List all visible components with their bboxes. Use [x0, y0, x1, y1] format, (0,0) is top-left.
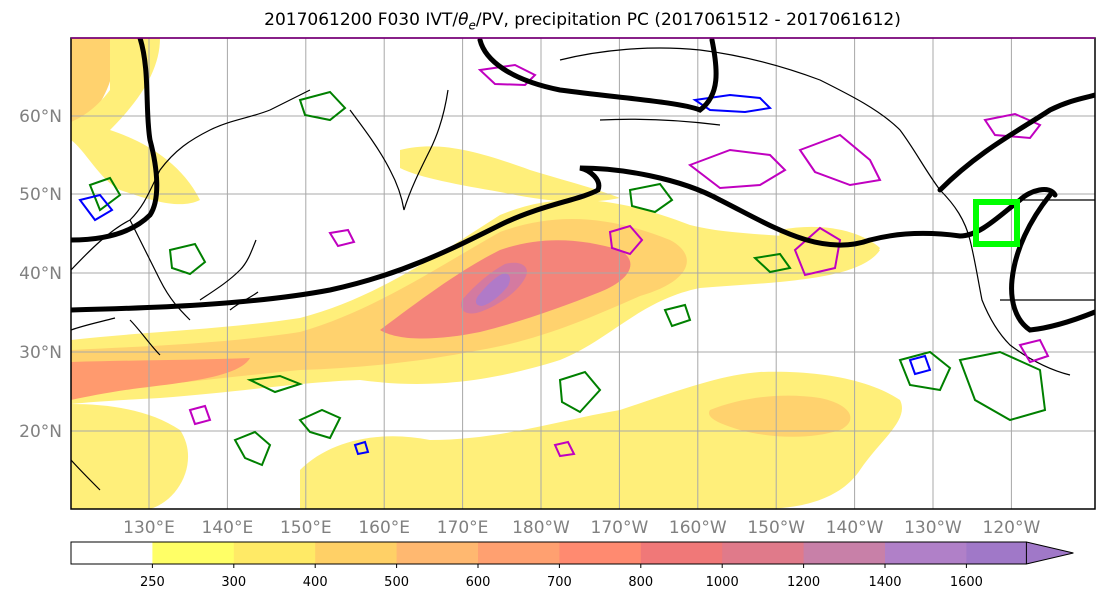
- colorbar-label: 300: [221, 575, 246, 590]
- contour-green-4: [898, 350, 952, 392]
- longitude-label: 160°W: [669, 518, 727, 538]
- ivt-plume-core: [71, 358, 250, 400]
- contour-magenta-9: [188, 404, 212, 426]
- ivt-south-band-inner: [709, 395, 851, 437]
- contour-green-7: [168, 242, 207, 276]
- colorbar-label: 800: [628, 575, 653, 590]
- colorbar-label: 1000: [706, 575, 739, 590]
- contour-green-8: [628, 182, 674, 214]
- title-theta: θ: [458, 10, 469, 30]
- contour-green-12: [663, 303, 692, 328]
- map-area: [71, 38, 1095, 509]
- colorbar-segment: [640, 542, 723, 564]
- contour-blue-4: [353, 440, 370, 456]
- contour-magenta-8: [328, 228, 356, 248]
- contour-green-11: [88, 176, 122, 212]
- longitude-label: 130°W: [904, 518, 962, 538]
- colorbar-segment: [803, 542, 886, 564]
- contour-magenta-10: [553, 440, 576, 458]
- contour-green-9: [752, 252, 792, 274]
- pv-contour-main: [71, 165, 1058, 313]
- colorbar-extend-arrow: [1025, 541, 1074, 565]
- target-region-box: [973, 199, 1020, 247]
- longitude-label: 180°W: [512, 518, 570, 538]
- ivt-sw-corner: [71, 404, 189, 509]
- contour-magenta-3: [798, 133, 882, 187]
- pv-contour-east: [937, 92, 1095, 193]
- title-suffix: /PV, precipitation PC (2017061512 - 2017…: [475, 10, 901, 30]
- colorbar-segment: [71, 542, 153, 564]
- ivt-shading: [71, 38, 902, 509]
- contour-green-5: [958, 350, 1047, 422]
- longitude-label: 150°W: [747, 518, 805, 538]
- colorbar-label: 600: [466, 575, 491, 590]
- colorbar-label: 1200: [787, 575, 820, 590]
- colorbar-label: 500: [384, 575, 409, 590]
- contour-green-3: [558, 370, 602, 414]
- colorbar-label: 700: [547, 575, 572, 590]
- ivt-plume-peak: [475, 273, 510, 306]
- theta-e-contours: [78, 63, 1050, 467]
- longitude-label: 130°E: [123, 518, 175, 538]
- coast-north-america: [939, 189, 1071, 376]
- title-prefix: 2017061200 F030 IVT/: [264, 10, 459, 30]
- contour-green-1: [233, 430, 272, 467]
- contour-blue-2: [78, 193, 114, 222]
- contour-green-10: [246, 374, 303, 394]
- longitude-labels: 130°E 140°E 150°E 160°E 170°E 180°W 170°W 160°W…: [123, 518, 1040, 538]
- colorbar-segment: [396, 542, 479, 564]
- latitude-label: 30°N: [19, 343, 62, 363]
- longitude-label: 170°W: [591, 518, 649, 538]
- contour-blue-1: [692, 93, 773, 114]
- contour-magenta-2: [687, 148, 787, 190]
- longitude-label: 170°E: [437, 518, 489, 538]
- pv-contour-se: [1009, 192, 1095, 333]
- coastlines: [71, 47, 1095, 491]
- contour-magenta-4: [793, 226, 842, 277]
- contour-magenta-5: [608, 224, 644, 256]
- colorbar-segment: [315, 542, 398, 564]
- figure-title: 2017061200 F030 IVT/θe/PV, precipitation…: [0, 10, 1105, 32]
- colorbar-frame: [70, 541, 1027, 565]
- ivt-nw-corner: [71, 38, 115, 122]
- colorbar-label: 250: [140, 575, 165, 590]
- colorbar-segment: [233, 542, 316, 564]
- colorbar-segment: [722, 542, 805, 564]
- longitude-label: 150°E: [280, 518, 332, 538]
- contour-green-2: [298, 408, 342, 440]
- colorbar-label: 1400: [868, 575, 901, 590]
- colorbar-segment: [559, 542, 642, 564]
- longitude-label: 140°E: [202, 518, 254, 538]
- coast-philippines: [71, 459, 101, 491]
- pv-contour-west: [71, 38, 160, 243]
- longitude-label: 140°W: [826, 518, 884, 538]
- latitude-labels: 20°N 30°N 40°N 50°N 60°N: [19, 107, 62, 442]
- contour-blue-3: [908, 354, 932, 376]
- coast-kamchatka: [349, 89, 449, 211]
- longitude-label: 160°E: [358, 518, 410, 538]
- coast-east-asia: [71, 89, 311, 356]
- ivt-north-band: [400, 146, 620, 202]
- colorbar: 250 300 400 500 600 700 800 1000 1200 1400 1600: [70, 541, 1074, 590]
- latitude-label: 20°N: [19, 422, 62, 442]
- title-theta-sub: e: [468, 18, 476, 33]
- longitude-label: 120°W: [983, 518, 1041, 538]
- contour-magenta-7: [1018, 338, 1050, 364]
- colorbar-segment: [478, 542, 560, 564]
- latitude-label: 40°N: [19, 264, 62, 284]
- colorbar-label: 1600: [950, 575, 983, 590]
- colorbar-segment: [885, 542, 967, 564]
- latitude-label: 50°N: [19, 185, 62, 205]
- pv-contours: [71, 38, 1095, 333]
- colorbar-segment: [966, 542, 1027, 564]
- latitude-label: 60°N: [19, 107, 62, 127]
- contour-green-6: [298, 90, 347, 122]
- coast-alaska: [559, 47, 941, 191]
- colorbar-label: 400: [303, 575, 328, 590]
- ivt-nw-corner-outer: [71, 38, 200, 205]
- colorbar-segment: [152, 542, 235, 564]
- pv-contour-north: [477, 38, 719, 113]
- contour-magenta-6: [983, 112, 1042, 140]
